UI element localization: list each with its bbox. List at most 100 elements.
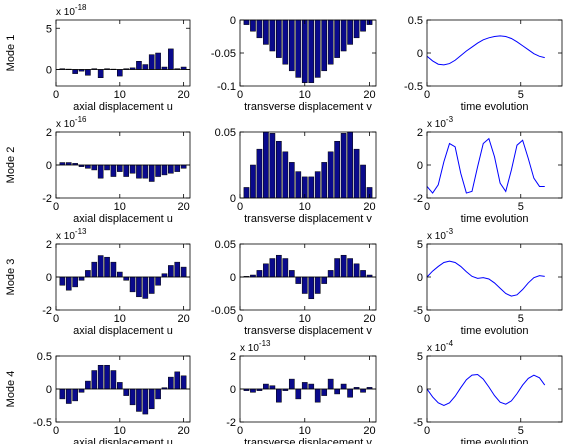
- bar-9: [110, 164, 117, 177]
- bar-18: [168, 265, 174, 278]
- bar-9: [295, 276, 302, 284]
- x-tick-label: 0: [53, 89, 59, 101]
- bar-6: [91, 164, 98, 171]
- bar-3: [72, 69, 78, 74]
- y-tick-label: -5: [413, 305, 423, 317]
- bar-12: [314, 276, 321, 294]
- row-label: Mode 2: [5, 147, 17, 184]
- axis-multiplier: x 10-3: [427, 227, 454, 242]
- subplot-r1-c1: 0 10 20 0 5 x 10-18 axial displacement u Mode 1: [5, 3, 191, 113]
- y-tick-label: -0.05: [211, 48, 236, 60]
- bar-8: [104, 164, 110, 171]
- bar-7: [97, 164, 104, 179]
- bar-3: [256, 148, 263, 199]
- bar-10: [301, 276, 308, 294]
- axis-multiplier: x 10-4: [427, 339, 454, 354]
- y-tick-label: 0.05: [215, 239, 236, 251]
- bar-5: [269, 19, 276, 52]
- y-tick-label: 2: [46, 239, 52, 251]
- bar-5: [269, 258, 276, 278]
- x-axis-label: axial displacement u: [73, 437, 173, 444]
- bar-1: [243, 19, 250, 25]
- x-tick-label: 20: [177, 313, 189, 325]
- bar-11: [123, 276, 129, 281]
- bar-9: [110, 370, 117, 390]
- bar-16: [340, 19, 347, 52]
- bar-7: [97, 364, 104, 390]
- bar-5: [85, 69, 91, 76]
- axis-multiplier: x 10-18: [56, 3, 87, 18]
- multiplier-base: x 10: [240, 343, 259, 354]
- y-tick-label: -2: [42, 193, 52, 205]
- x-tick-label: 20: [363, 425, 375, 437]
- bar-15: [148, 276, 155, 294]
- bar-13: [136, 61, 142, 70]
- axes-box: [55, 19, 191, 87]
- y-tick-label: 0.05: [215, 127, 236, 139]
- row-label: Mode 4: [5, 371, 17, 408]
- y-tick-label: 0.5: [37, 351, 52, 363]
- axes-box: [239, 131, 377, 199]
- bar-17: [347, 388, 353, 398]
- bar-16: [155, 276, 161, 286]
- bar-13: [321, 19, 328, 72]
- x-axis-label: time evolution: [461, 101, 529, 113]
- y-tick-label: 0: [417, 160, 423, 172]
- series-line: [426, 137, 545, 194]
- y-tick-label: 0: [417, 272, 423, 284]
- bar-20: [180, 375, 187, 390]
- bar-14: [327, 151, 334, 199]
- bar-8: [288, 19, 295, 72]
- bar-16: [340, 133, 347, 199]
- bar-17: [347, 258, 353, 278]
- bar-6: [276, 388, 282, 403]
- bar-8: [104, 256, 110, 278]
- x-tick-label: 10: [299, 89, 311, 101]
- bar-20: [180, 266, 187, 278]
- bar-1: [59, 276, 66, 286]
- bar-7: [282, 151, 289, 199]
- y-tick-label: -0.05: [211, 305, 236, 317]
- bar-12: [314, 171, 321, 199]
- bar-12: [129, 164, 136, 174]
- bar-18: [353, 263, 360, 278]
- y-tick-label: -0.5: [33, 417, 52, 429]
- bar-14: [142, 388, 149, 415]
- x-tick-label: 0: [424, 201, 430, 213]
- axis-multiplier: x 10-16: [56, 115, 87, 130]
- bar-11: [123, 388, 129, 396]
- bar-16: [155, 164, 161, 177]
- x-tick-label: 5: [518, 201, 524, 213]
- subplot-r2-c2: 0 10 20 0 0.05 transverse displacement v: [215, 127, 377, 225]
- x-axis-label: axial displacement u: [73, 101, 173, 113]
- bar-14: [327, 378, 334, 390]
- x-tick-label: 0: [237, 313, 243, 325]
- bar-11: [308, 383, 315, 390]
- x-axis-label: transverse displacement v: [244, 437, 372, 444]
- multiplier-base: x 10: [427, 119, 446, 130]
- multiplier-base: x 10: [56, 7, 75, 18]
- x-tick-label: 0: [237, 89, 243, 101]
- bar-2: [250, 19, 256, 32]
- bar-8: [104, 364, 110, 390]
- x-axis-label: transverse displacement v: [244, 325, 372, 337]
- x-axis-label: time evolution: [461, 325, 529, 337]
- bar-13: [136, 388, 142, 412]
- y-tick-label: 0: [230, 272, 236, 284]
- x-axis-label: transverse displacement v: [244, 101, 372, 113]
- y-tick-label: -5: [413, 417, 423, 429]
- bar-9: [110, 261, 117, 278]
- axis-multiplier: x 10-13: [240, 339, 271, 354]
- bar-10: [117, 382, 123, 390]
- x-tick-label: 20: [177, 201, 189, 213]
- bar-15: [334, 388, 340, 395]
- bar-3: [256, 270, 263, 278]
- bar-9: [295, 19, 302, 78]
- x-tick-label: 0: [53, 425, 59, 437]
- bar-8: [288, 270, 295, 278]
- bar-3: [72, 276, 78, 288]
- bar-10: [301, 382, 308, 390]
